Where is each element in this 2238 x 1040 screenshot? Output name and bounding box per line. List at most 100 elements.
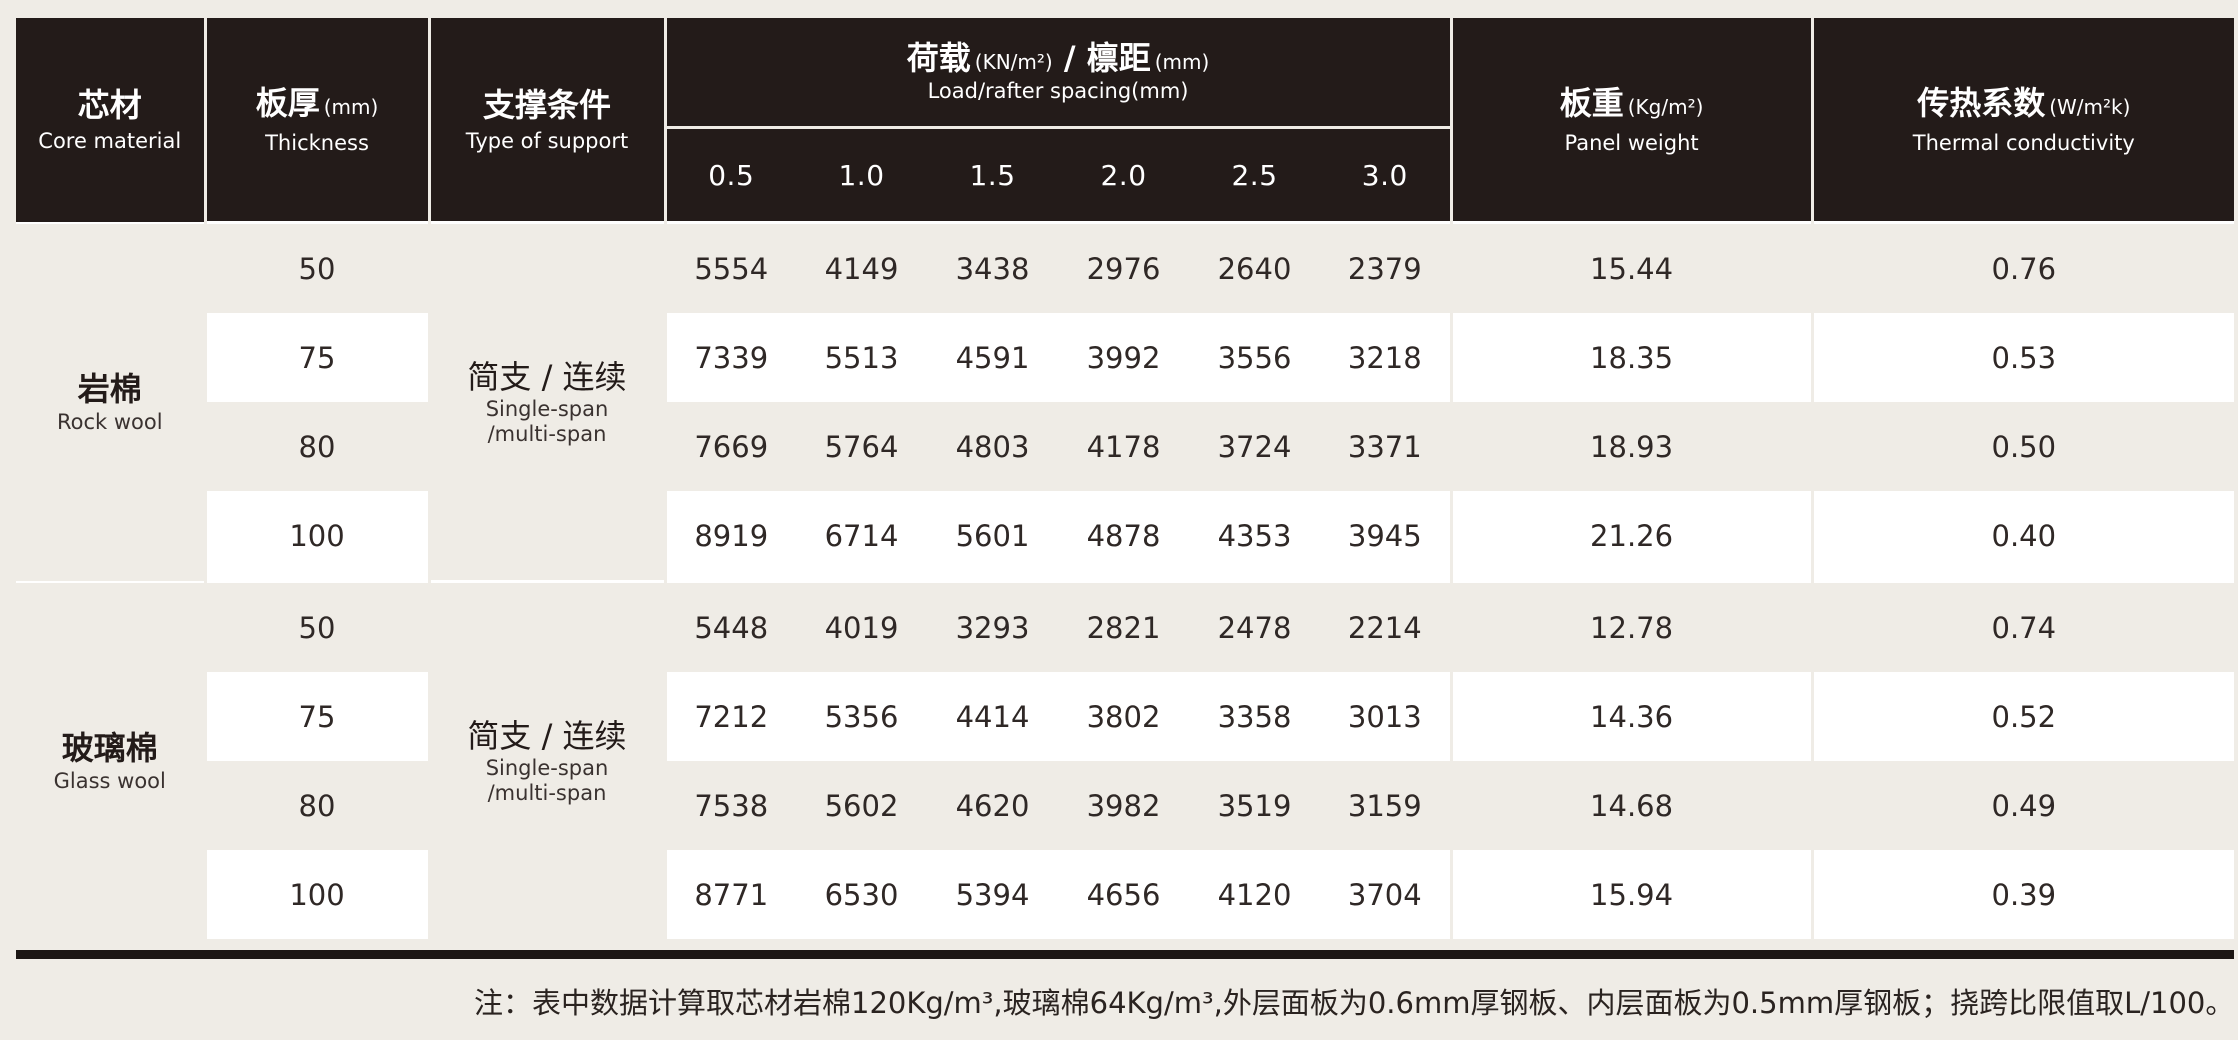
performance-table: 芯材 Core material 板厚 (mm) Thickness 支撑条件 T… bbox=[16, 18, 2235, 939]
load-span-cell: 4414 bbox=[927, 672, 1058, 761]
table-row: 75 7339 5513 4591 3992 3556 3218 18.35 0.53 bbox=[16, 313, 2235, 402]
table-row: 100 8771 6530 5394 4656 4120 3704 15.94 0.39 bbox=[16, 850, 2235, 939]
load-span-cell: 3519 bbox=[1189, 761, 1320, 850]
load-span-cell: 5601 bbox=[927, 491, 1058, 582]
load-span-cell: 3556 bbox=[1189, 313, 1320, 402]
core-material-cell: 玻璃棉 Glass wool bbox=[16, 580, 207, 939]
header-thickness-en: Thickness bbox=[265, 130, 369, 155]
load-span-cell: 4591 bbox=[927, 313, 1058, 402]
table-row: 75 7212 5356 4414 3802 3358 3013 14.36 0.52 bbox=[16, 672, 2235, 761]
header-thermal-en: Thermal conductivity bbox=[1912, 130, 2135, 155]
load-span-cell: 3159 bbox=[1320, 761, 1453, 850]
header-weight-en: Panel weight bbox=[1564, 130, 1699, 155]
header-core-en: Core material bbox=[38, 128, 182, 153]
header-load-cn: 荷载 bbox=[906, 39, 971, 77]
load-span-cell: 7339 bbox=[665, 313, 796, 402]
load-span-cell: 5394 bbox=[927, 850, 1058, 939]
header-load-value: 0.5 bbox=[665, 127, 796, 223]
header-thickness-unit: (mm) bbox=[323, 94, 379, 119]
header-load-en: Load/rafter spacing(mm) bbox=[927, 79, 1189, 103]
load-span-cell: 4803 bbox=[927, 402, 1058, 491]
load-span-cell: 2379 bbox=[1320, 221, 1453, 313]
load-span-cell: 2478 bbox=[1189, 580, 1320, 672]
load-span-cell: 8771 bbox=[665, 850, 796, 939]
panel-weight-cell: 18.93 bbox=[1451, 402, 1814, 491]
load-span-cell: 3013 bbox=[1320, 672, 1453, 761]
header-thickness: 板厚 (mm) Thickness bbox=[205, 18, 431, 223]
load-span-cell: 3724 bbox=[1189, 402, 1320, 491]
load-span-cell: 5554 bbox=[665, 221, 796, 313]
core-material-cn: 玻璃棉 bbox=[61, 728, 158, 767]
header-thermal-cn: 传热系数 bbox=[1917, 83, 2046, 122]
load-span-cell: 5602 bbox=[796, 761, 927, 850]
thermal-conductivity-cell: 0.39 bbox=[1812, 850, 2235, 939]
panel-weight-cell: 12.78 bbox=[1451, 580, 1814, 672]
thickness-cell: 75 bbox=[203, 672, 431, 761]
thermal-conductivity-cell: 0.49 bbox=[1812, 761, 2235, 850]
load-span-cell: 5764 bbox=[796, 402, 927, 491]
load-span-cell: 4178 bbox=[1058, 402, 1189, 491]
support-type-en: Single-span bbox=[485, 397, 609, 421]
load-span-cell: 3704 bbox=[1320, 850, 1453, 939]
panel-weight-cell: 18.35 bbox=[1451, 313, 1814, 402]
load-span-cell: 3945 bbox=[1320, 491, 1453, 582]
core-material-en: Glass wool bbox=[53, 768, 166, 793]
load-span-cell: 3293 bbox=[927, 580, 1058, 672]
load-span-cell: 4656 bbox=[1058, 850, 1189, 939]
load-span-cell: 5513 bbox=[796, 313, 927, 402]
header-weight-title: 板重 (Kg/m²) bbox=[1453, 83, 1811, 127]
footnote: 注：表中数据计算取芯材岩棉120Kg/m³,玻璃棉64Kg/m³,外层面板为0.… bbox=[474, 986, 2235, 1020]
header-rafter-unit: (mm) bbox=[1154, 50, 1210, 74]
header-thermal: 传热系数 (W/m²k) Thermal conductivity bbox=[1812, 18, 2235, 223]
table-row: 100 8919 6714 5601 4878 4353 3945 21.26 0.40 bbox=[16, 491, 2235, 582]
panel-weight-cell: 14.68 bbox=[1451, 761, 1814, 850]
header-load: 荷载 (KN/m²) / 檩距 (mm) Load/rafter spacing(m… bbox=[665, 18, 1453, 129]
header-core: 芯材 Core material bbox=[16, 18, 207, 223]
header-core-cn: 芯材 bbox=[77, 85, 142, 124]
header-load-value: 3.0 bbox=[1320, 127, 1453, 223]
header-load-value: 1.0 bbox=[796, 127, 927, 223]
table-bottom-rule bbox=[16, 950, 2234, 959]
panel-weight-cell: 15.44 bbox=[1451, 221, 1814, 313]
header-load-unit: (KN/m²) bbox=[974, 50, 1053, 74]
table-row: 80 7669 5764 4803 4178 3724 3371 18.93 0.50 bbox=[16, 402, 2235, 491]
header-load-value: 1.5 bbox=[927, 127, 1058, 223]
support-type-cell: 简支 / 连续 Single-span/multi-span bbox=[427, 221, 667, 582]
thickness-cell: 80 bbox=[203, 761, 431, 850]
thermal-conductivity-cell: 0.53 bbox=[1812, 313, 2235, 402]
thermal-conductivity-cell: 0.76 bbox=[1812, 221, 2235, 313]
header-thickness-title: 板厚 (mm) bbox=[207, 83, 428, 127]
load-span-cell: 6530 bbox=[796, 850, 927, 939]
table-row: 80 7538 5602 4620 3982 3519 3159 14.68 0.49 bbox=[16, 761, 2235, 850]
header-support-cn: 支撑条件 bbox=[482, 85, 611, 124]
header-thermal-unit: (W/m²k) bbox=[2049, 94, 2131, 119]
core-material-en: Rock wool bbox=[56, 410, 163, 434]
load-span-cell: 4149 bbox=[796, 221, 927, 313]
table-row: 岩棉 Rock wool 50 简支 / 连续 Single-span/multi-sp… bbox=[16, 221, 2235, 582]
thermal-conductivity-cell: 0.50 bbox=[1812, 402, 2235, 491]
header-support-en: Type of support bbox=[465, 128, 629, 153]
load-span-cell: 3992 bbox=[1058, 313, 1189, 402]
panel-weight-cell: 14.36 bbox=[1451, 672, 1814, 761]
load-span-cell: 2214 bbox=[1320, 580, 1453, 672]
load-span-cell: 8919 bbox=[665, 491, 796, 582]
load-span-cell: 3438 bbox=[927, 221, 1058, 313]
load-span-cell: 3371 bbox=[1320, 402, 1453, 491]
support-type-cell: 简支 / 连续 Single-span/multi-span bbox=[427, 580, 667, 939]
load-span-cell: 4620 bbox=[927, 761, 1058, 850]
support-type-cn: 简支 / 连续 bbox=[467, 717, 627, 755]
load-span-cell: 4120 bbox=[1189, 850, 1320, 939]
table-body: 岩棉 Rock wool 50 简支 / 连续 Single-span/multi-sp… bbox=[16, 221, 2235, 939]
core-material-cn: 岩棉 bbox=[77, 370, 142, 408]
load-span-cell: 3982 bbox=[1058, 761, 1189, 850]
load-span-cell: 7212 bbox=[665, 672, 796, 761]
load-span-cell: 4878 bbox=[1058, 491, 1189, 582]
load-span-cell: 2976 bbox=[1058, 221, 1189, 313]
support-type-cn: 简支 / 连续 bbox=[467, 358, 627, 396]
load-span-cell: 4353 bbox=[1189, 491, 1320, 582]
thickness-cell: 75 bbox=[203, 313, 431, 402]
core-material-cell: 岩棉 Rock wool bbox=[16, 221, 207, 582]
load-span-cell: 5356 bbox=[796, 672, 927, 761]
header-weight: 板重 (Kg/m²) Panel weight bbox=[1451, 18, 1814, 223]
